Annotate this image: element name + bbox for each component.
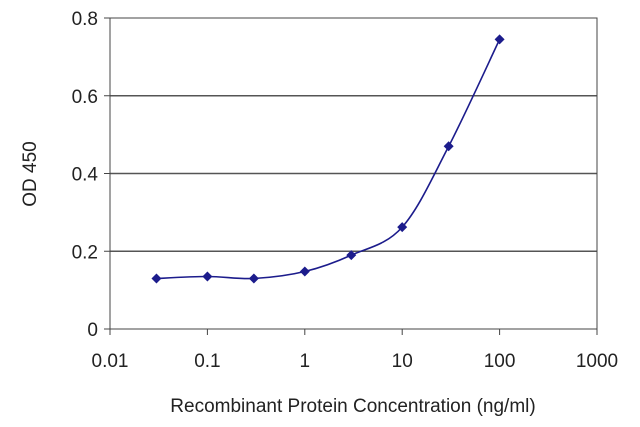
data-point-5 xyxy=(397,222,408,233)
y-tick-label: 0.2 xyxy=(72,242,98,263)
x-axis: 0.01 0.1 1 10 100 1000 xyxy=(92,329,618,372)
y-tick-label: 0.4 xyxy=(72,165,99,186)
gridlines xyxy=(110,95,597,252)
y-axis-title: OD 450 xyxy=(20,141,41,206)
data-point-4 xyxy=(346,250,357,261)
y-tick-label: 0.6 xyxy=(72,87,98,108)
y-axis: 0 0.2 0.4 0.6 0.8 xyxy=(72,9,110,341)
data-point-7 xyxy=(494,34,505,45)
y-tick-label: 0.8 xyxy=(72,9,98,30)
x-tick-label: 0.01 xyxy=(92,351,129,372)
data-point-3 xyxy=(299,266,310,277)
x-axis-title: Recombinant Protein Concentration (ng/ml… xyxy=(170,396,535,417)
x-tick-label: 10 xyxy=(392,351,413,372)
x-tick-label: 1000 xyxy=(576,351,618,372)
data-point-6 xyxy=(443,141,454,152)
y-tick-label: 0 xyxy=(87,320,98,341)
series-line xyxy=(156,39,501,280)
x-tick-label: 1 xyxy=(300,351,311,372)
x-tick-label: 0.1 xyxy=(194,351,220,372)
x-tick-label: 100 xyxy=(484,351,516,372)
data-point-0 xyxy=(151,273,162,284)
series xyxy=(151,34,505,284)
data-point-1 xyxy=(202,271,213,282)
data-point-2 xyxy=(248,273,259,284)
